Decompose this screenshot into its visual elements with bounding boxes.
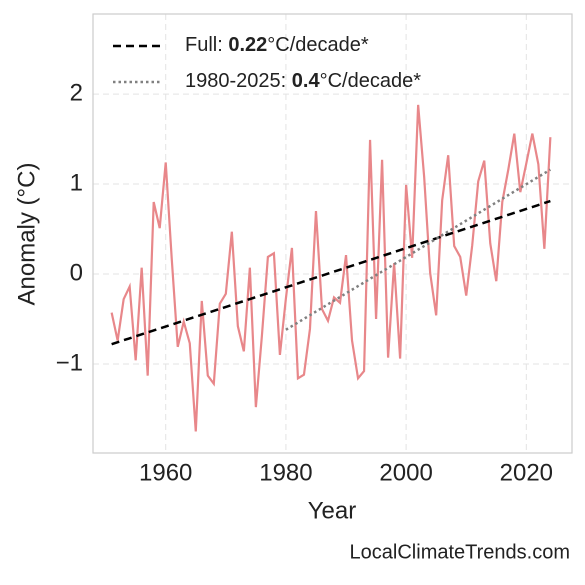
y-tick-label: 1	[70, 169, 83, 196]
y-tick-label: −1	[56, 349, 83, 376]
x-tick-label: 2000	[379, 459, 432, 486]
legend-unit: °C/decade*	[320, 70, 422, 92]
legend-prefix: Full:	[185, 34, 228, 56]
y-tick-label: 0	[70, 259, 83, 286]
y-tick-label: 2	[70, 79, 83, 106]
x-tick-label: 1960	[139, 459, 192, 486]
y-axis-label: Anomaly (°C)	[13, 163, 40, 306]
legend-unit: °C/decade*	[267, 34, 369, 56]
legend-label: 1980-2025: 0.4°C/decade*	[185, 70, 421, 92]
watermark: LocalClimateTrends.com	[350, 541, 570, 563]
series-line	[285, 168, 552, 331]
legend-label: Full: 0.22°C/decade*	[185, 34, 369, 56]
x-tick-label: 2020	[500, 459, 553, 486]
legend-rate: 0.22	[228, 34, 267, 56]
x-axis-label: Year	[308, 497, 357, 524]
legend-rate: 0.4	[292, 70, 321, 92]
series-line	[110, 104, 552, 432]
series-line	[111, 199, 551, 346]
plot-frame	[92, 13, 573, 454]
legend-prefix: 1980-2025:	[185, 70, 292, 92]
x-tick-label: 1980	[259, 459, 312, 486]
